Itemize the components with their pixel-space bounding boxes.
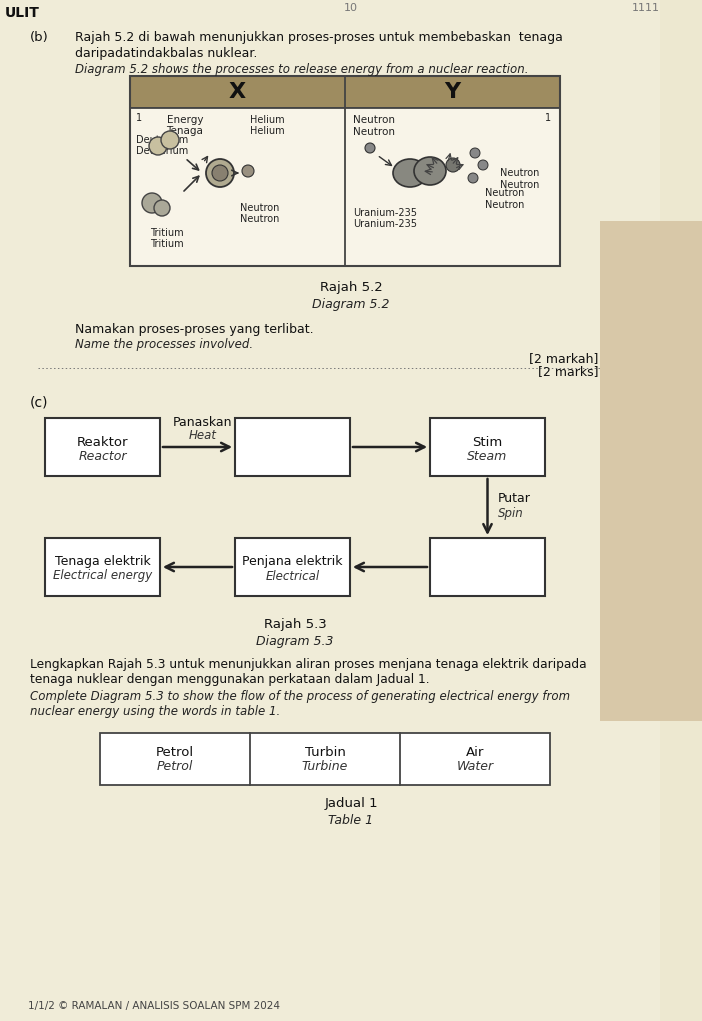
Text: Lengkapkan Rajah 5.3 untuk menunjukkan aliran proses menjana tenaga elektrik dar: Lengkapkan Rajah 5.3 untuk menunjukkan a… — [30, 658, 587, 671]
Text: Reactor: Reactor — [78, 449, 127, 463]
Ellipse shape — [414, 157, 446, 185]
Text: Complete Diagram 5.3 to show the flow of the process of generating electrical en: Complete Diagram 5.3 to show the flow of… — [30, 690, 570, 703]
Text: Putar: Putar — [498, 492, 531, 505]
Text: Neutron: Neutron — [240, 214, 279, 224]
Text: X: X — [229, 82, 246, 102]
Text: Neutron: Neutron — [485, 200, 524, 210]
Text: Neutron: Neutron — [240, 203, 279, 213]
Text: Neutron: Neutron — [500, 168, 539, 178]
Bar — [45, 538, 160, 596]
Text: Rajah 5.2 di bawah menunjukkan proses-proses untuk membebaskan  tenaga: Rajah 5.2 di bawah menunjukkan proses-pr… — [75, 31, 563, 44]
Bar — [235, 538, 350, 596]
Text: Water: Water — [456, 761, 494, 774]
Text: Penjana elektrik: Penjana elektrik — [242, 555, 343, 569]
Text: 1: 1 — [545, 113, 551, 123]
Text: Tenaga: Tenaga — [166, 126, 204, 136]
Text: tenaga nuklear dengan menggunakan perkataan dalam Jadual 1.: tenaga nuklear dengan menggunakan perkat… — [30, 673, 430, 686]
Ellipse shape — [393, 159, 427, 187]
Bar — [100, 733, 550, 785]
Text: (c): (c) — [30, 396, 48, 410]
Text: Air: Air — [466, 745, 484, 759]
Text: Helium: Helium — [250, 115, 284, 125]
Bar — [130, 108, 560, 266]
Text: Uranium-235: Uranium-235 — [353, 218, 417, 229]
Text: [2 markah]: [2 markah] — [529, 352, 598, 364]
Text: 1/1/2 © RAMALAN / ANALISIS SOALAN SPM 2024: 1/1/2 © RAMALAN / ANALISIS SOALAN SPM 20… — [28, 1001, 280, 1011]
Text: Y: Y — [444, 82, 461, 102]
Bar — [430, 538, 545, 596]
Text: 1111: 1111 — [632, 3, 660, 13]
Bar — [235, 418, 350, 476]
Text: Tritium: Tritium — [150, 239, 184, 249]
Circle shape — [470, 148, 480, 158]
Circle shape — [212, 165, 228, 181]
Circle shape — [365, 143, 375, 153]
Text: Diagram 5.2: Diagram 5.2 — [312, 298, 390, 311]
Text: Stim: Stim — [472, 436, 503, 448]
Circle shape — [206, 159, 234, 187]
Text: Name the processes involved.: Name the processes involved. — [75, 338, 253, 351]
Text: Spin: Spin — [498, 507, 523, 521]
Text: Heat: Heat — [189, 429, 216, 442]
Text: Neutron: Neutron — [353, 115, 395, 125]
Text: Rajah 5.2: Rajah 5.2 — [319, 281, 383, 294]
Circle shape — [478, 160, 488, 171]
Bar — [45, 418, 160, 476]
Text: Diagram 5.3: Diagram 5.3 — [256, 635, 333, 648]
Circle shape — [154, 200, 170, 216]
Text: Reaktor: Reaktor — [77, 436, 128, 448]
Text: ULIT: ULIT — [5, 6, 40, 20]
Circle shape — [242, 165, 254, 177]
Text: Jadual 1: Jadual 1 — [324, 797, 378, 810]
Circle shape — [142, 193, 162, 213]
Circle shape — [149, 137, 167, 155]
Bar — [130, 76, 560, 108]
Text: Table 1: Table 1 — [329, 814, 373, 827]
Bar — [430, 418, 545, 476]
Text: Turbine: Turbine — [302, 761, 348, 774]
Text: Energy: Energy — [167, 115, 204, 125]
Text: 10: 10 — [344, 3, 358, 13]
Text: Neutron: Neutron — [500, 180, 539, 190]
Circle shape — [161, 131, 179, 149]
Text: Electrical energy: Electrical energy — [53, 570, 152, 583]
Text: Namakan proses-proses yang terlibat.: Namakan proses-proses yang terlibat. — [75, 323, 314, 336]
Text: Steam: Steam — [468, 449, 508, 463]
Circle shape — [446, 158, 460, 172]
Text: Deuterium: Deuterium — [136, 135, 188, 145]
Text: Helium: Helium — [250, 126, 284, 136]
Text: nuclear energy using the words in table 1.: nuclear energy using the words in table … — [30, 704, 280, 718]
Text: daripadatindakbalas nuklear.: daripadatindakbalas nuklear. — [75, 47, 258, 60]
Text: Neutron: Neutron — [353, 127, 395, 137]
Bar — [600, 221, 702, 721]
Text: Uranium-235: Uranium-235 — [353, 208, 417, 218]
Bar — [130, 76, 560, 266]
Text: Neutron: Neutron — [485, 188, 524, 198]
Text: [2 marks]: [2 marks] — [538, 364, 598, 378]
Text: 1: 1 — [136, 113, 142, 123]
Text: Petrol: Petrol — [157, 761, 193, 774]
Text: Petrol: Petrol — [156, 745, 194, 759]
Text: Deuterium: Deuterium — [136, 146, 188, 156]
Text: Diagram 5.2 shows the processes to release energy from a nuclear reaction.: Diagram 5.2 shows the processes to relea… — [75, 63, 529, 76]
Circle shape — [468, 173, 478, 183]
Text: Tritium: Tritium — [150, 228, 184, 238]
Text: Electrical: Electrical — [265, 570, 319, 583]
Text: Turbin: Turbin — [305, 745, 345, 759]
Text: Rajah 5.3: Rajah 5.3 — [264, 618, 326, 631]
Text: Panaskan: Panaskan — [173, 416, 232, 429]
Text: (b): (b) — [30, 31, 48, 44]
Text: Tenaga elektrik: Tenaga elektrik — [55, 555, 150, 569]
